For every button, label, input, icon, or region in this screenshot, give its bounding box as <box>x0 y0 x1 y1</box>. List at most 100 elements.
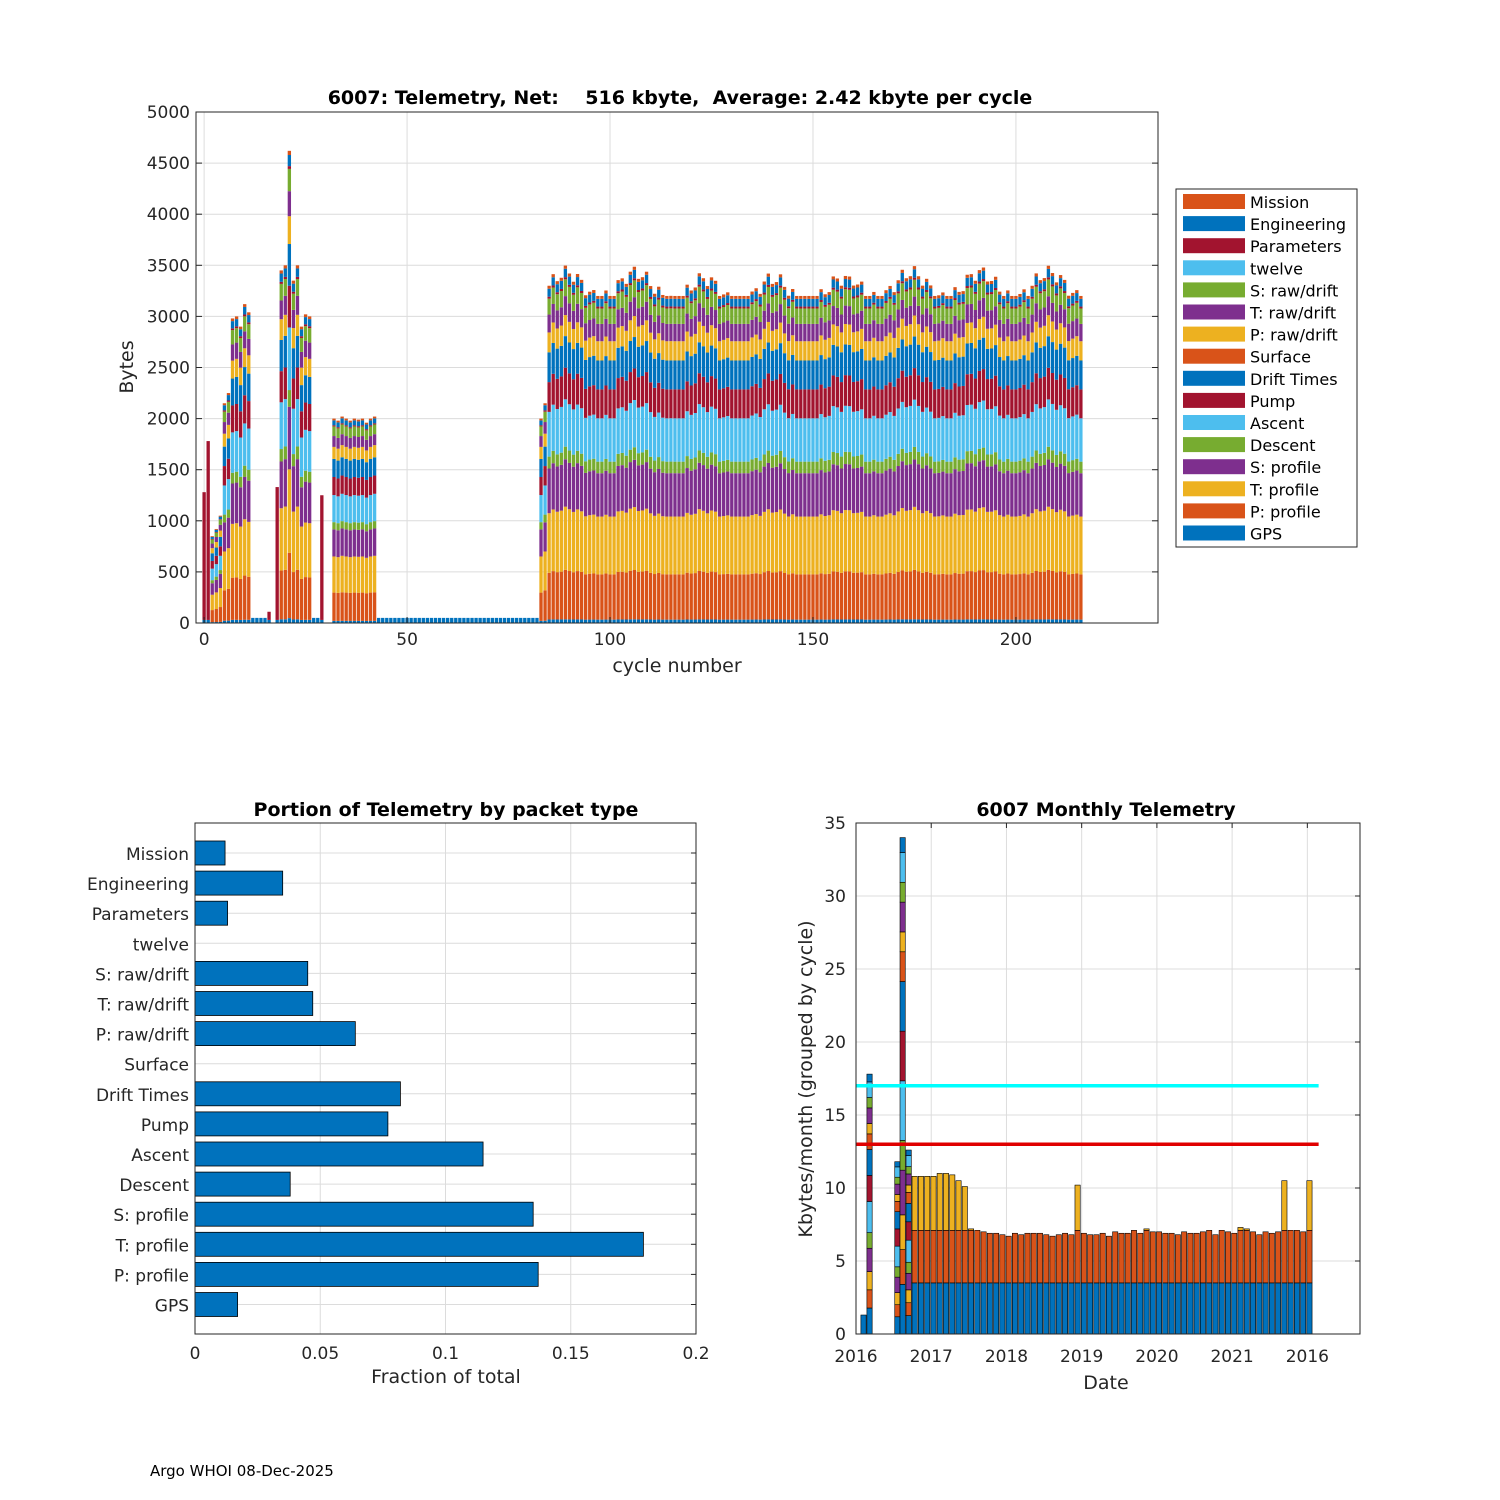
top-bar-segment <box>243 316 247 332</box>
top-bar-segment <box>880 473 884 517</box>
top-bar-segment <box>571 409 576 455</box>
top-bar-segment <box>632 619 637 623</box>
top-bar-segment <box>1054 295 1059 312</box>
top-bar-segment <box>238 437 243 477</box>
top-bar-segment <box>819 470 823 515</box>
top-bar-segment <box>588 337 592 358</box>
top-bar-segment <box>880 308 884 324</box>
top-bar-segment <box>1050 450 1055 463</box>
top-bar-segment <box>880 341 884 361</box>
top-bar-segment <box>653 321 657 340</box>
top-bar-segment <box>811 341 815 361</box>
top-bar-segment <box>786 306 791 309</box>
top-bar-segment <box>916 289 921 306</box>
top-bar-segment <box>547 382 551 412</box>
top-bar-segment <box>981 447 986 461</box>
legend-swatch <box>1183 503 1245 519</box>
top-bar-segment <box>494 617 499 623</box>
top-bar-segment <box>681 306 685 309</box>
top-bar-segment <box>307 358 312 377</box>
top-bar-segment <box>786 295 791 299</box>
br-bar-segment <box>905 1289 912 1304</box>
top-bar-segment <box>657 572 661 620</box>
top-bar-segment <box>584 340 588 360</box>
top-bar-segment <box>880 619 884 623</box>
top-bar-segment <box>681 461 685 474</box>
top-bar-segment <box>1062 291 1067 294</box>
top-bar-segment <box>657 297 661 300</box>
top-bar-segment <box>973 309 978 329</box>
top-bar-segment <box>616 327 620 348</box>
top-bar-segment <box>397 617 401 623</box>
top-bar-segment <box>693 316 697 334</box>
top-bar-segment <box>969 463 973 510</box>
br-bar-segment <box>1225 1231 1231 1284</box>
top-bar-segment <box>892 515 896 574</box>
bl-category-label: GPS <box>155 1297 189 1317</box>
top-bar-segment <box>892 386 896 416</box>
top-bar-segment <box>352 477 356 496</box>
top-bar-segment <box>709 376 714 407</box>
top-bar-segment <box>218 536 223 547</box>
top-bar-segment <box>677 308 681 324</box>
top-bar-segment <box>872 573 876 620</box>
top-bar-segment <box>937 323 941 341</box>
bl-category-label: P: raw/drift <box>96 1026 190 1046</box>
top-bar-segment <box>1030 572 1034 620</box>
br-x-tick-label: 2021 <box>1210 1347 1253 1367</box>
br-bar-segment <box>1250 1231 1256 1284</box>
top-bar-segment <box>957 357 961 387</box>
top-bar-segment <box>701 465 706 511</box>
top-bar-segment <box>860 328 864 349</box>
top-bar-segment <box>230 405 235 433</box>
top-bar-segment <box>860 281 864 285</box>
top-bar-segment <box>1079 306 1083 309</box>
top-bar-segment <box>908 276 913 280</box>
top-bar-segment <box>904 291 909 308</box>
top-bar-segment <box>795 295 799 299</box>
top-bar-segment <box>1010 461 1014 474</box>
top-bar-segment <box>1071 460 1075 472</box>
top-bar-segment <box>985 511 990 573</box>
top-bar-segment <box>604 514 608 574</box>
top-bar-segment <box>843 405 848 452</box>
top-bar-segment <box>1042 291 1047 308</box>
top-bar-segment <box>295 265 300 269</box>
top-bar-segment <box>734 295 738 299</box>
top-bar-segment <box>835 619 839 623</box>
top-bar-segment <box>985 379 990 410</box>
top-bar-segment <box>904 465 909 511</box>
top-bar-segment <box>933 360 937 390</box>
br-bar-segment <box>1162 1232 1169 1284</box>
top-bar-segment <box>851 288 856 297</box>
top-bar-segment <box>1050 342 1055 374</box>
top-bar-segment <box>880 306 884 309</box>
top-bar-segment <box>884 318 888 337</box>
top-bar-segment <box>973 572 978 620</box>
top-bar-segment <box>957 515 961 574</box>
top-bar-segment <box>860 284 864 293</box>
top-bar-segment <box>1054 285 1059 294</box>
top-bar-segment <box>904 325 909 347</box>
top-bar-segment <box>1026 360 1030 390</box>
top-bar-segment <box>876 461 880 474</box>
top-bar-segment <box>596 298 600 307</box>
top-bar-segment <box>864 298 868 307</box>
top-bar-segment <box>348 437 352 449</box>
top-bar-segment <box>247 322 251 325</box>
br-bar-segment <box>905 1173 912 1186</box>
top-bar-segment <box>661 619 665 623</box>
top-bar-segment <box>734 298 738 307</box>
top-bar-segment <box>287 168 292 192</box>
top-bar-segment <box>1002 341 1006 361</box>
top-bar-segment <box>356 427 361 437</box>
top-bar-segment <box>697 462 701 510</box>
br-bar-segment <box>1193 1282 1200 1335</box>
top-bar-segment <box>924 281 929 290</box>
top-bar-segment <box>989 284 994 293</box>
top-bar-segment <box>799 473 803 517</box>
top-bar-segment <box>1050 273 1055 277</box>
top-bar-segment <box>754 413 758 458</box>
top-bar-segment <box>701 619 706 623</box>
top-bar-segment <box>673 473 677 517</box>
